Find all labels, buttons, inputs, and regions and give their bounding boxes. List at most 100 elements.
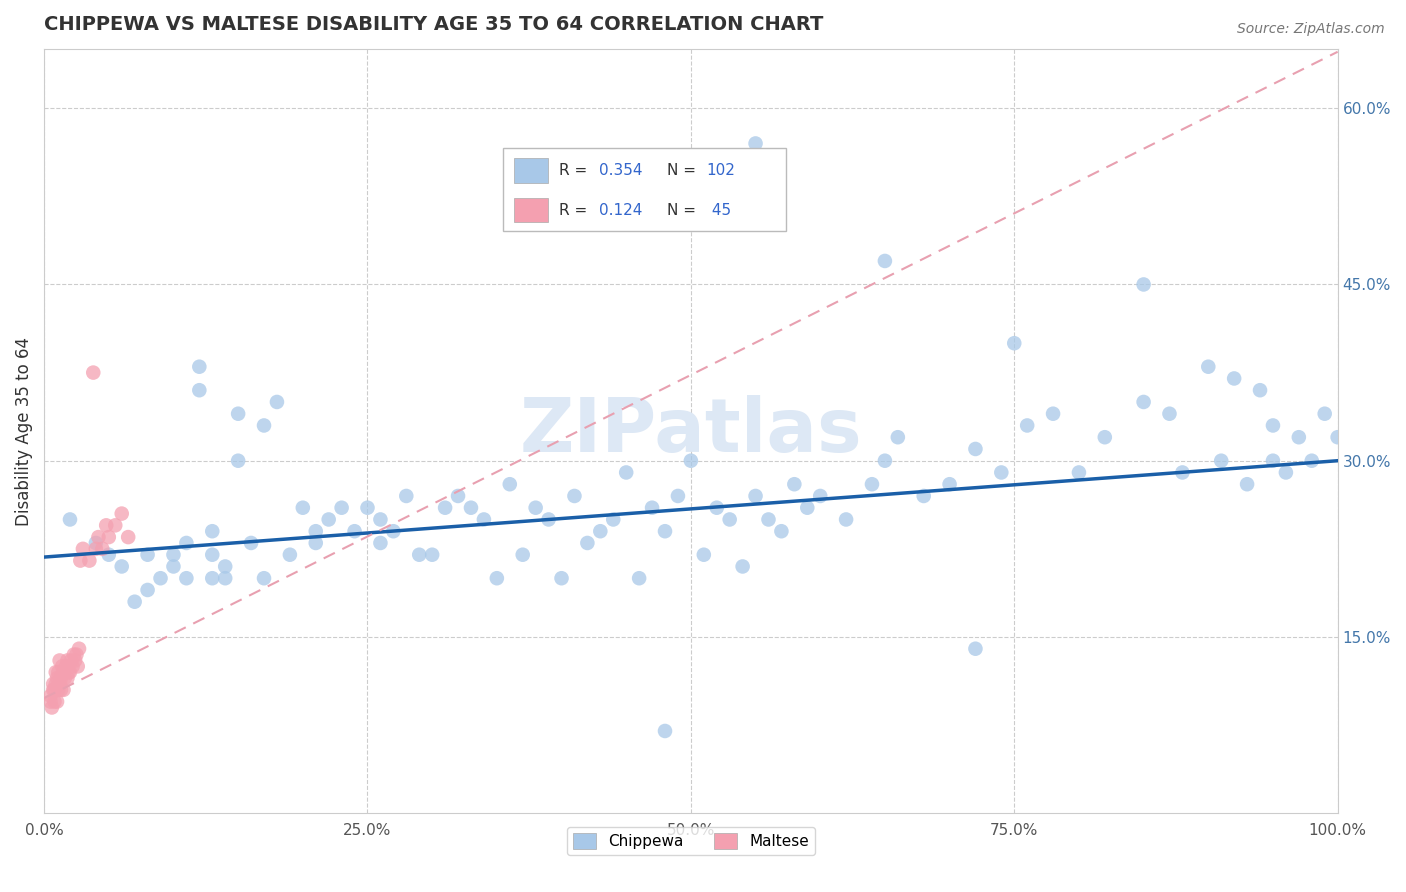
Point bbox=[887, 430, 910, 444]
Point bbox=[654, 524, 676, 539]
Point bbox=[46, 671, 69, 685]
Point bbox=[808, 489, 831, 503]
Point bbox=[512, 548, 534, 562]
Text: ZIPatlas: ZIPatlas bbox=[520, 395, 862, 467]
Point bbox=[1223, 371, 1246, 385]
Point bbox=[537, 512, 560, 526]
Point bbox=[52, 682, 75, 697]
Point bbox=[628, 571, 651, 585]
Point bbox=[965, 442, 987, 456]
Point bbox=[1326, 430, 1348, 444]
Point bbox=[666, 489, 689, 503]
Point bbox=[1042, 407, 1064, 421]
Point bbox=[82, 366, 104, 380]
Point bbox=[111, 559, 134, 574]
Point bbox=[1132, 395, 1154, 409]
Point bbox=[796, 500, 818, 515]
Point bbox=[1017, 418, 1039, 433]
Point bbox=[62, 659, 84, 673]
Point bbox=[912, 489, 935, 503]
Point bbox=[770, 524, 793, 539]
Point bbox=[356, 500, 378, 515]
FancyBboxPatch shape bbox=[503, 148, 786, 231]
Point bbox=[201, 571, 224, 585]
Point bbox=[434, 500, 457, 515]
Point bbox=[39, 695, 62, 709]
Point bbox=[136, 582, 159, 597]
Point bbox=[1313, 407, 1336, 421]
Point bbox=[1301, 453, 1323, 467]
Point bbox=[84, 541, 107, 556]
Text: N =: N = bbox=[666, 202, 700, 218]
Y-axis label: Disability Age 35 to 64: Disability Age 35 to 64 bbox=[15, 337, 32, 526]
Text: 45: 45 bbox=[707, 202, 731, 218]
Point bbox=[176, 536, 198, 550]
Point bbox=[84, 536, 107, 550]
Point bbox=[226, 453, 249, 467]
Point bbox=[59, 512, 82, 526]
Point bbox=[602, 512, 624, 526]
Point bbox=[97, 530, 120, 544]
Point bbox=[382, 524, 405, 539]
Point bbox=[48, 653, 70, 667]
Point bbox=[370, 512, 392, 526]
Point bbox=[731, 559, 754, 574]
Point bbox=[873, 453, 896, 467]
Point bbox=[1288, 430, 1310, 444]
Point bbox=[162, 559, 184, 574]
Point bbox=[201, 524, 224, 539]
Point bbox=[1197, 359, 1219, 374]
Point bbox=[420, 548, 443, 562]
Point bbox=[783, 477, 806, 491]
Point bbox=[1002, 336, 1025, 351]
Point bbox=[58, 665, 80, 680]
Point bbox=[485, 571, 508, 585]
Point bbox=[45, 665, 67, 680]
Point bbox=[1261, 453, 1284, 467]
Point bbox=[55, 659, 77, 673]
Point bbox=[278, 548, 301, 562]
FancyBboxPatch shape bbox=[515, 158, 548, 183]
Point bbox=[291, 500, 314, 515]
Point bbox=[524, 500, 547, 515]
Point bbox=[66, 659, 89, 673]
Point bbox=[188, 359, 211, 374]
Point bbox=[744, 489, 766, 503]
Text: R =: R = bbox=[560, 163, 592, 178]
Point bbox=[938, 477, 960, 491]
FancyBboxPatch shape bbox=[515, 198, 548, 222]
Point bbox=[201, 548, 224, 562]
Point bbox=[305, 524, 328, 539]
Point bbox=[499, 477, 522, 491]
Point bbox=[60, 653, 83, 667]
Point bbox=[835, 512, 858, 526]
Point bbox=[136, 548, 159, 562]
Point bbox=[79, 553, 101, 567]
Point bbox=[447, 489, 470, 503]
Point bbox=[53, 671, 76, 685]
Point bbox=[72, 541, 94, 556]
Text: N =: N = bbox=[666, 163, 700, 178]
Point bbox=[41, 700, 63, 714]
Point bbox=[460, 500, 482, 515]
Point bbox=[408, 548, 430, 562]
Point bbox=[59, 665, 82, 680]
Point bbox=[162, 548, 184, 562]
Point bbox=[42, 677, 65, 691]
Point bbox=[744, 136, 766, 151]
Point bbox=[758, 512, 780, 526]
Text: 102: 102 bbox=[707, 163, 735, 178]
Point bbox=[52, 665, 75, 680]
Point bbox=[873, 254, 896, 268]
Point bbox=[1275, 466, 1298, 480]
Text: Source: ZipAtlas.com: Source: ZipAtlas.com bbox=[1237, 22, 1385, 37]
Point bbox=[330, 500, 353, 515]
Point bbox=[42, 682, 65, 697]
Point bbox=[104, 518, 127, 533]
Point bbox=[45, 677, 67, 691]
Point bbox=[370, 536, 392, 550]
Point bbox=[1236, 477, 1258, 491]
Point bbox=[67, 641, 90, 656]
Point bbox=[1249, 383, 1271, 397]
Point bbox=[614, 466, 637, 480]
